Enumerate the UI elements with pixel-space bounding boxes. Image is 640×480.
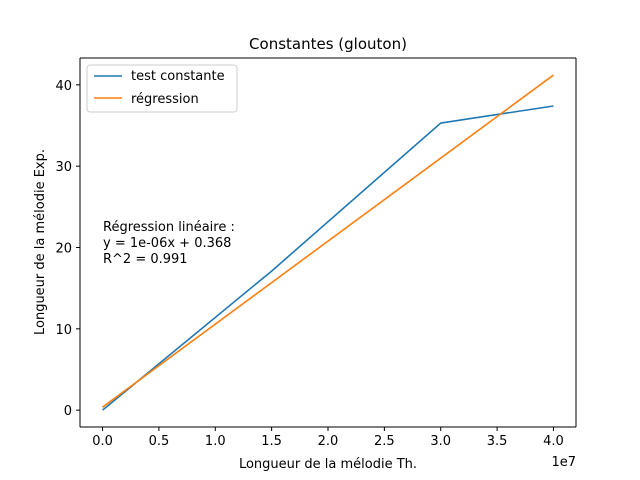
y-tick-label: 10 xyxy=(55,323,72,338)
chart-title: Constantes (glouton) xyxy=(249,35,407,53)
y-tick-label: 40 xyxy=(55,79,72,94)
x-tick-label: 3.5 xyxy=(487,434,508,449)
y-tick-label: 30 xyxy=(55,160,72,175)
legend-box xyxy=(86,64,238,113)
y-axis-label: Longueur de la mélodie Exp. xyxy=(33,149,48,335)
series-line-regression xyxy=(102,74,554,408)
y-axis-ticks: 0 10 20 30 40 xyxy=(55,79,80,419)
x-tick-label: 0.5 xyxy=(149,434,170,449)
legend-label-regression: régression xyxy=(131,92,199,107)
x-tick-label: 2.0 xyxy=(318,434,339,449)
x-axis-label: Longueur de la mélodie Th. xyxy=(239,457,417,472)
annotation-line-2: y = 1e-06x + 0.368 xyxy=(103,236,231,251)
legend-label-test-constante: test constante xyxy=(131,69,225,84)
annotation-line-3: R^2 = 0.991 xyxy=(103,252,188,267)
x-tick-label: 3.0 xyxy=(430,434,451,449)
x-axis-offset-label: 1e7 xyxy=(551,455,576,470)
x-tick-label: 1.5 xyxy=(261,434,282,449)
x-tick-label: 2.5 xyxy=(374,434,395,449)
x-tick-label: 1.0 xyxy=(205,434,226,449)
regression-annotation: Régression linéaire : y = 1e-06x + 0.368… xyxy=(103,220,235,267)
x-tick-label: 0.0 xyxy=(92,434,113,449)
series-line-test-constante xyxy=(102,105,554,411)
x-axis-ticks: 0.0 0.5 1.0 1.5 2.0 2.5 3.0 3.5 4.0 xyxy=(92,427,564,449)
y-tick-label: 0 xyxy=(64,404,72,419)
x-tick-label: 4.0 xyxy=(543,434,564,449)
series-layer xyxy=(102,74,554,411)
legend: test constante régression xyxy=(86,64,238,113)
plot-area: 0.0 0.5 1.0 1.5 2.0 2.5 3.0 3.5 4.0 0 10 20 30 40 xyxy=(55,57,577,449)
annotation-line-1: Régression linéaire : xyxy=(103,220,235,235)
y-tick-label: 20 xyxy=(55,242,72,257)
